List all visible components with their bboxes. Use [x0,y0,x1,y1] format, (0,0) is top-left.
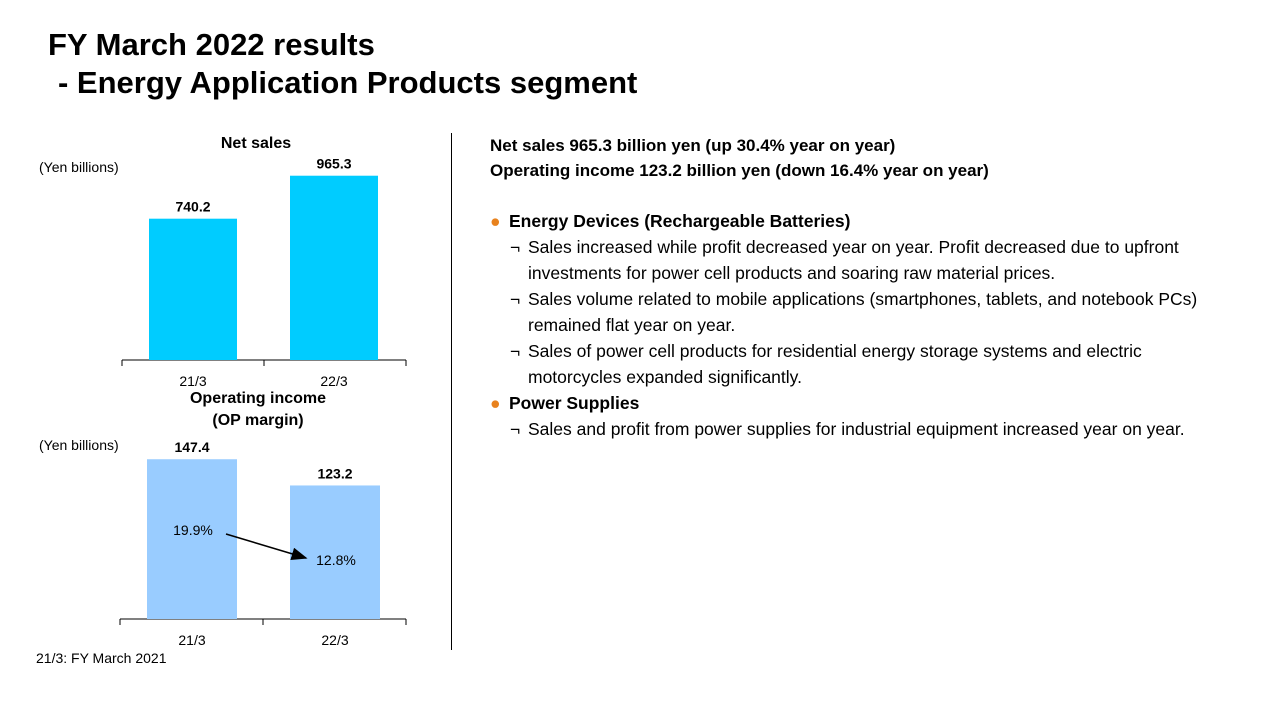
op-margin-label-21-3: 19.9% [173,522,213,538]
op-income-unit-label: (Yen billions) [39,437,119,453]
list-item: ¬ Sales volume related to mobile applica… [490,286,1230,338]
summary: Net sales 965.3 billion yen (up 30.4% ye… [490,133,989,183]
bullet-icon: ¬ [510,237,521,257]
net-sales-chart-svg: 740.2 21/3 965.3 22/3 [121,156,407,389]
op-income-title-line-1: Operating income [189,390,327,407]
summary-operating-income: Operating income 123.2 billion yen (down… [490,161,989,180]
vertical-divider [451,133,452,650]
data-label: 965.3 [316,156,351,172]
segment-details: ● Energy Devices (Rechargeable Batteries… [490,208,1230,442]
orange-dot-icon: ● [490,211,501,231]
summary-net-sales: Net sales 965.3 billion yen (up 30.4% ye… [490,136,896,155]
list-item-text: Sales volume related to mobile applicati… [528,289,1198,335]
section-heading-text: Energy Devices (Rechargeable Batteries) [509,211,851,231]
net-sales-chart-title: Net sales [220,135,292,152]
list-item: ¬ Sales and profit from power supplies f… [490,416,1230,442]
op-income-chart-svg: 147.4 21/3 123.2 22/3 19.9% 12.8% [119,439,407,648]
orange-dot-icon: ● [490,393,501,413]
section-heading-text: Power Supplies [509,393,640,413]
net-sales-unit-label: (Yen billions) [39,159,119,175]
list-item: ¬ Sales of power cell products for resid… [490,338,1230,390]
bullet-icon: ¬ [510,341,521,361]
data-label: 740.2 [175,199,210,215]
bullet-icon: ¬ [510,289,521,309]
x-tick-label: 22/3 [321,632,348,648]
x-tick-label: 22/3 [320,373,347,389]
op-income-title-line-2: (OP margin) [212,412,304,429]
x-tick-label: 21/3 [179,373,206,389]
bar-21-3 [149,218,237,360]
bar-21-3 [147,459,237,619]
list-item: ¬ Sales increased while profit decreased… [490,234,1230,286]
bar-22-3 [290,175,378,360]
op-margin-label-22-3: 12.8% [316,552,356,568]
page-title: FY March 2022 results - Energy Applicati… [48,26,637,102]
title-line-2: - Energy Application Products segment [58,65,638,100]
list-item-text: Sales and profit from power supplies for… [528,419,1185,439]
data-label: 123.2 [317,465,352,481]
x-tick-label: 21/3 [178,632,205,648]
data-label: 147.4 [174,439,209,455]
margin-trend-arrow [225,533,308,560]
footnote: 21/3: FY March 2021 [36,650,167,666]
section-heading-energy-devices: ● Energy Devices (Rechargeable Batteries… [490,208,1230,234]
list-item-text: Sales increased while profit decreased y… [528,237,1179,283]
section-heading-power-supplies: ● Power Supplies [490,390,1230,416]
list-item-text: Sales of power cell products for residen… [528,341,1142,387]
title-line-1: FY March 2022 results [48,27,375,62]
bullet-icon: ¬ [510,419,521,439]
op-income-chart-title: Operating income (OP margin) [148,388,368,432]
